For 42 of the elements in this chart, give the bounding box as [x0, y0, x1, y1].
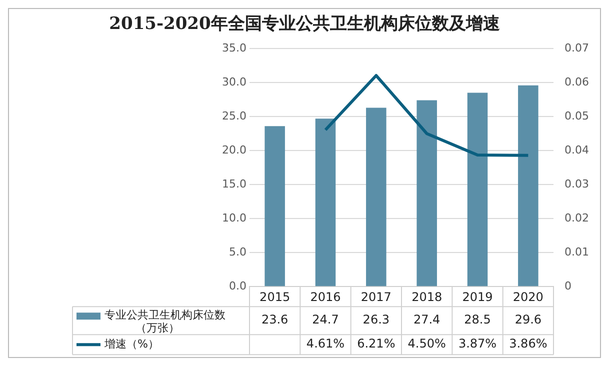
- y-tick-label: 20.0: [222, 143, 246, 156]
- y-tick-label: 30.0: [222, 75, 246, 88]
- y2-tick-label: 0.06: [564, 75, 590, 88]
- bar: [467, 92, 488, 286]
- bar: [518, 85, 538, 286]
- data-label: 4.50%: [408, 336, 446, 351]
- data-label: 3.86%: [509, 336, 548, 351]
- legend-label: 增速（%）: [103, 337, 159, 350]
- y2-tick-label: 0.01: [564, 245, 590, 258]
- y2-tick-label: 0.03: [564, 177, 590, 190]
- chart-title: 2015-2020年全国专业公共卫生机构床位数及增速: [108, 13, 501, 36]
- y-tick-label: 10.0: [222, 211, 246, 224]
- y-tick-label: 5.0: [228, 245, 246, 258]
- x-tick-label: 2019: [462, 290, 493, 304]
- y-tick-label: 25.0: [222, 109, 246, 122]
- bar: [416, 100, 437, 286]
- x-tick-label: 2020: [512, 290, 544, 304]
- x-tick-label: 2016: [310, 290, 341, 304]
- data-label: 6.21%: [357, 336, 396, 351]
- y2-tick-label: 0.05: [564, 109, 590, 122]
- bar: [315, 118, 336, 286]
- x-tick-label: 2017: [360, 290, 392, 304]
- data-label: 27.4: [413, 312, 440, 327]
- bar: [366, 108, 386, 286]
- bar: [264, 126, 285, 286]
- y2-tick-label: 0.02: [564, 211, 590, 224]
- data-label: 4.61%: [306, 336, 345, 351]
- x-tick-label: 2018: [412, 290, 442, 304]
- data-label: 23.6: [261, 312, 288, 327]
- legend-label: 专业公共卫生机构床位数（万张）: [104, 308, 226, 334]
- y-tick-label: 35.0: [222, 41, 246, 54]
- y-tick-label: 0.0: [228, 279, 246, 292]
- y2-tick-label: 0.04: [564, 143, 590, 156]
- data-label: 29.6: [514, 312, 542, 327]
- y-tick-label: 15.0: [222, 177, 246, 190]
- data-label: 28.5: [464, 312, 491, 327]
- x-tick-label: 2015: [260, 290, 290, 304]
- y2-tick-label: 0: [564, 279, 572, 292]
- data-label: 26.3: [362, 312, 390, 327]
- y2-tick-label: 0.07: [564, 41, 590, 54]
- data-label: 3.87%: [458, 336, 497, 351]
- data-label: 24.7: [312, 312, 339, 327]
